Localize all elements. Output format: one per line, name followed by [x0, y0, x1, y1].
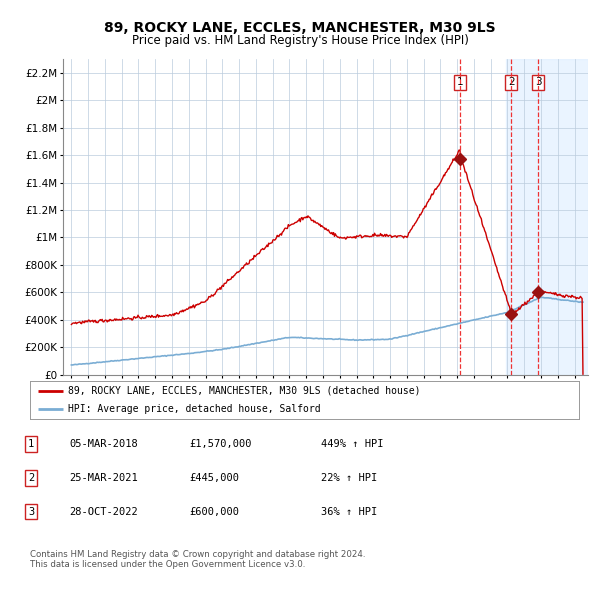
Text: 3: 3: [535, 77, 541, 87]
Text: 36% ↑ HPI: 36% ↑ HPI: [321, 507, 377, 516]
Bar: [506, 59, 588, 375]
Text: 2: 2: [28, 473, 34, 483]
Text: 22% ↑ HPI: 22% ↑ HPI: [321, 473, 377, 483]
Text: Price paid vs. HM Land Registry's House Price Index (HPI): Price paid vs. HM Land Registry's House …: [131, 34, 469, 47]
Text: 89, ROCKY LANE, ECCLES, MANCHESTER, M30 9LS (detached house): 89, ROCKY LANE, ECCLES, MANCHESTER, M30 …: [68, 385, 421, 395]
Text: This data is licensed under the Open Government Licence v3.0.: This data is licensed under the Open Gov…: [30, 560, 305, 569]
Text: 2: 2: [508, 77, 515, 87]
Text: £1,570,000: £1,570,000: [189, 440, 251, 449]
Text: 449% ↑ HPI: 449% ↑ HPI: [321, 440, 383, 449]
Text: 05-MAR-2018: 05-MAR-2018: [69, 440, 138, 449]
Text: 3: 3: [28, 507, 34, 516]
Text: £600,000: £600,000: [189, 507, 239, 516]
Text: Contains HM Land Registry data © Crown copyright and database right 2024.: Contains HM Land Registry data © Crown c…: [30, 550, 365, 559]
Text: HPI: Average price, detached house, Salford: HPI: Average price, detached house, Salf…: [68, 404, 321, 414]
Text: 89, ROCKY LANE, ECCLES, MANCHESTER, M30 9LS: 89, ROCKY LANE, ECCLES, MANCHESTER, M30 …: [104, 21, 496, 35]
Text: 28-OCT-2022: 28-OCT-2022: [69, 507, 138, 516]
Text: 25-MAR-2021: 25-MAR-2021: [69, 473, 138, 483]
Text: £445,000: £445,000: [189, 473, 239, 483]
Text: 1: 1: [457, 77, 463, 87]
Text: 1: 1: [28, 440, 34, 449]
